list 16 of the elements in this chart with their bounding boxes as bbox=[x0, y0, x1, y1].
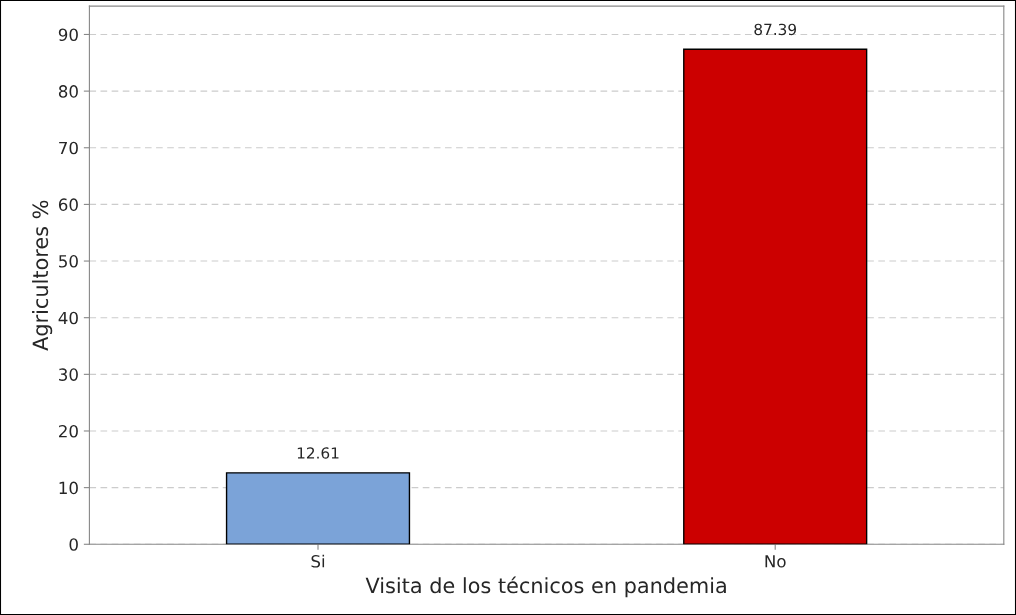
x-tick-label: No bbox=[765, 555, 786, 568]
x-axis-title: Visita de los técnicos en pandemia bbox=[365, 576, 726, 598]
x-tick-label: Si bbox=[311, 554, 325, 568]
y-tick-label: 80 bbox=[58, 85, 78, 98]
y-tick-label: 20 bbox=[59, 424, 78, 438]
y-tick-label: 70 bbox=[59, 141, 78, 155]
data-label: 87.39 bbox=[754, 23, 796, 36]
y-tick-label: 10 bbox=[59, 481, 78, 495]
y-axis-title: Agricultores % bbox=[32, 200, 53, 351]
data-label: 12.61 bbox=[297, 447, 339, 459]
y-tick-label: 60 bbox=[58, 198, 78, 211]
y-tick-label: 90 bbox=[58, 28, 78, 42]
y-tick-label: 30 bbox=[59, 368, 78, 381]
y-tick-label: 40 bbox=[58, 311, 78, 325]
y-tick-label: 0 bbox=[69, 538, 78, 551]
y-tick-label: 50 bbox=[59, 255, 78, 268]
